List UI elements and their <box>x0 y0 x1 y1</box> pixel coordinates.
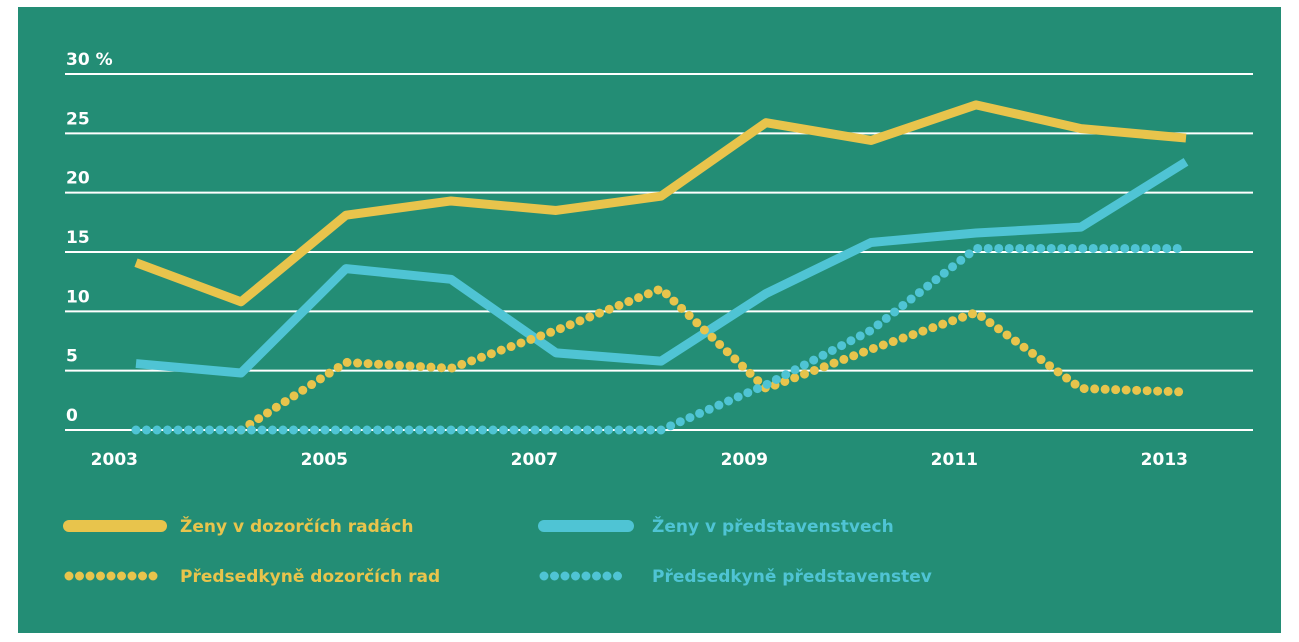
x-tick-label: 2003 <box>91 450 138 470</box>
series-line <box>131 243 1191 435</box>
y-tick-label: 10 <box>66 287 90 307</box>
x-tick-label: 2011 <box>931 450 978 470</box>
legend-label: Ženy v dozorčích radách <box>180 515 413 537</box>
y-tick-label: 30 % <box>66 50 113 70</box>
x-tick-label: 2013 <box>1141 450 1188 470</box>
y-tick-label: 25 <box>66 109 90 129</box>
series-line <box>135 157 1189 378</box>
x-tick-label: 2009 <box>721 450 768 470</box>
x-tick-label: 2005 <box>301 450 348 470</box>
x-tick-label: 2007 <box>511 450 558 470</box>
y-tick-label: 20 <box>66 169 90 189</box>
y-tick-label: 5 <box>66 347 78 367</box>
series-line <box>134 100 1187 307</box>
legend-label: Předsedkyně dozorčích rad <box>180 567 440 587</box>
panel <box>18 7 1281 633</box>
y-tick-label: 0 <box>66 406 78 426</box>
legend-label: Ženy v představenstvech <box>652 515 894 537</box>
legend-label: Předsedkyně představenstev <box>652 567 932 587</box>
series-line <box>236 283 1191 435</box>
y-tick-label: 15 <box>66 228 90 248</box>
